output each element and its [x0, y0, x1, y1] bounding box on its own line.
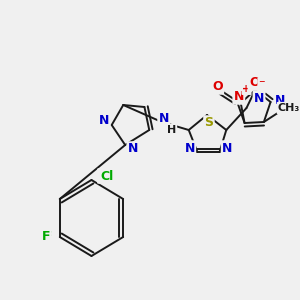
- Text: CH₃: CH₃: [278, 103, 300, 113]
- Text: N: N: [184, 142, 195, 154]
- Text: O: O: [249, 76, 260, 89]
- Text: N: N: [222, 142, 232, 154]
- Text: N: N: [275, 94, 285, 106]
- Text: Cl: Cl: [98, 169, 112, 182]
- Text: S: S: [205, 116, 214, 130]
- Text: ⁻: ⁻: [259, 79, 265, 92]
- Text: F: F: [44, 230, 52, 244]
- Text: N: N: [99, 115, 109, 128]
- Text: N: N: [158, 112, 169, 124]
- Text: N: N: [234, 91, 244, 103]
- Text: H: H: [167, 125, 176, 135]
- Text: Cl: Cl: [100, 169, 113, 182]
- Text: +: +: [242, 84, 250, 94]
- Text: N: N: [128, 142, 138, 155]
- Text: N: N: [254, 92, 264, 104]
- Text: F: F: [42, 230, 51, 244]
- Text: O: O: [212, 80, 223, 94]
